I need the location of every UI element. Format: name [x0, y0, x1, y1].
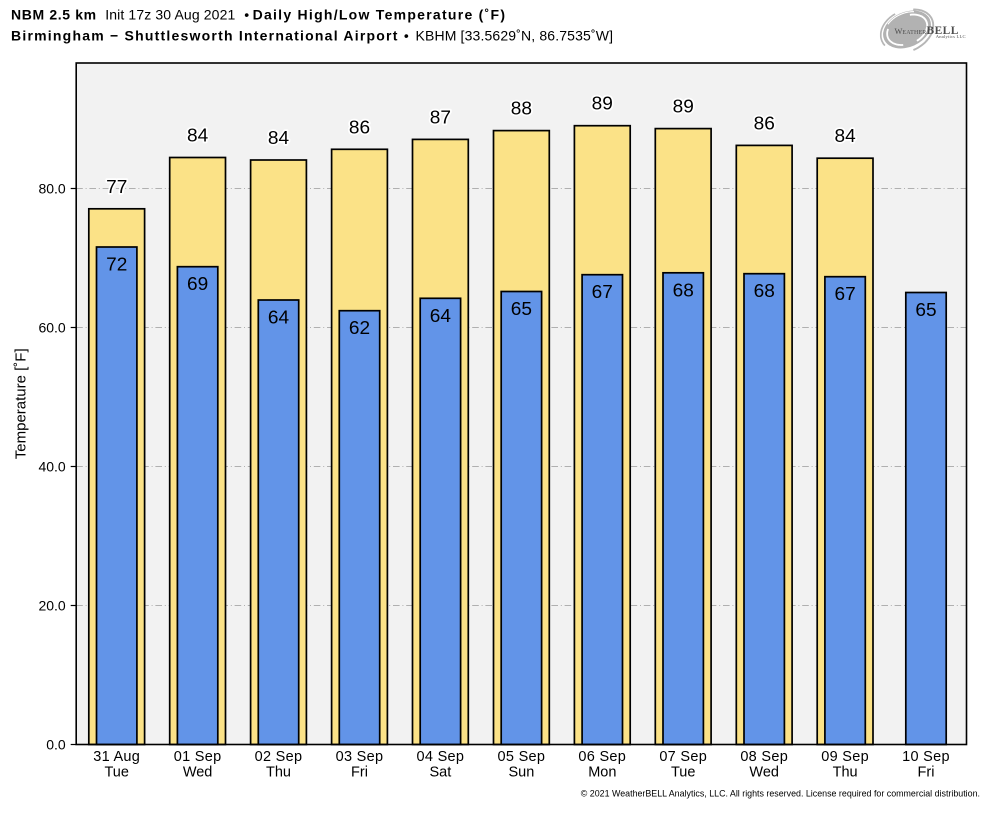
- svg-text:80.0: 80.0: [38, 181, 65, 197]
- svg-text:68: 68: [673, 279, 694, 300]
- svg-text:60.0: 60.0: [38, 320, 65, 336]
- svg-text:89: 89: [673, 96, 694, 117]
- svg-text:Init 17z 30 Aug 2021: Init 17z 30 Aug 2021: [105, 6, 235, 22]
- svg-text:Thu: Thu: [266, 765, 291, 781]
- svg-text:Wed: Wed: [183, 765, 213, 781]
- svg-text:65: 65: [511, 298, 532, 319]
- svg-text:•: •: [404, 28, 409, 44]
- svg-text:84: 84: [268, 127, 289, 148]
- svg-text:01 Sep: 01 Sep: [174, 749, 222, 765]
- svg-text:09 Sep: 09 Sep: [821, 749, 869, 765]
- svg-text:86: 86: [349, 116, 370, 137]
- svg-text:40.0: 40.0: [38, 459, 65, 475]
- svg-text:86: 86: [754, 112, 775, 133]
- svg-text:Wed: Wed: [749, 765, 779, 781]
- svg-text:20.0: 20.0: [38, 598, 65, 614]
- svg-text:69: 69: [187, 273, 208, 294]
- svg-text:Analytics LLC: Analytics LLC: [936, 34, 966, 39]
- svg-text:06 Sep: 06 Sep: [578, 749, 626, 765]
- svg-text:02 Sep: 02 Sep: [255, 749, 303, 765]
- svg-text:Fri: Fri: [351, 765, 368, 781]
- svg-text:Fri: Fri: [918, 765, 935, 781]
- svg-text:05 Sep: 05 Sep: [498, 749, 546, 765]
- svg-text:KBHM [33.5629˚N, 86.7535˚W]: KBHM [33.5629˚N, 86.7535˚W]: [416, 28, 614, 44]
- svg-text:64: 64: [430, 305, 451, 326]
- svg-text:65: 65: [915, 299, 936, 320]
- svg-text:84: 84: [187, 125, 208, 146]
- svg-text:87: 87: [430, 106, 451, 127]
- svg-text:Temperature [˚F]: Temperature [˚F]: [13, 348, 30, 459]
- svg-text:84: 84: [835, 125, 856, 146]
- svg-text:68: 68: [754, 280, 775, 301]
- svg-text:Daily High/Low Temperature (˚F: Daily High/Low Temperature (˚F): [253, 6, 505, 22]
- svg-text:31 Aug: 31 Aug: [93, 749, 140, 765]
- svg-text:08 Sep: 08 Sep: [740, 749, 788, 765]
- svg-text:67: 67: [835, 283, 856, 304]
- svg-text:88: 88: [511, 98, 532, 119]
- svg-text:NBM 2.5 km: NBM 2.5 km: [11, 6, 96, 22]
- svg-text:•: •: [244, 6, 249, 22]
- svg-text:© 2021 WeatherBELL Analytics,: © 2021 WeatherBELL Analytics, LLC. All r…: [581, 789, 980, 799]
- svg-text:62: 62: [349, 317, 370, 338]
- svg-text:Thu: Thu: [833, 765, 858, 781]
- svg-text:Tue: Tue: [104, 765, 128, 781]
- svg-text:Mon: Mon: [588, 765, 616, 781]
- svg-text:72: 72: [106, 254, 127, 275]
- svg-text:64: 64: [268, 307, 289, 328]
- svg-text:Sun: Sun: [508, 765, 534, 781]
- svg-text:WEATHERBELL: WEATHERBELL: [895, 25, 959, 37]
- svg-text:Tue: Tue: [671, 765, 695, 781]
- svg-text:04 Sep: 04 Sep: [417, 749, 465, 765]
- svg-text:77: 77: [106, 176, 127, 197]
- svg-text:0.0: 0.0: [46, 737, 66, 753]
- svg-text:07 Sep: 07 Sep: [659, 749, 707, 765]
- svg-text:03 Sep: 03 Sep: [336, 749, 384, 765]
- svg-text:10 Sep: 10 Sep: [902, 749, 950, 765]
- svg-text:Birmingham − Shuttlesworth Int: Birmingham − Shuttlesworth International…: [11, 28, 398, 44]
- svg-text:Sat: Sat: [430, 765, 452, 781]
- svg-text:67: 67: [592, 281, 613, 302]
- svg-text:89: 89: [592, 93, 613, 114]
